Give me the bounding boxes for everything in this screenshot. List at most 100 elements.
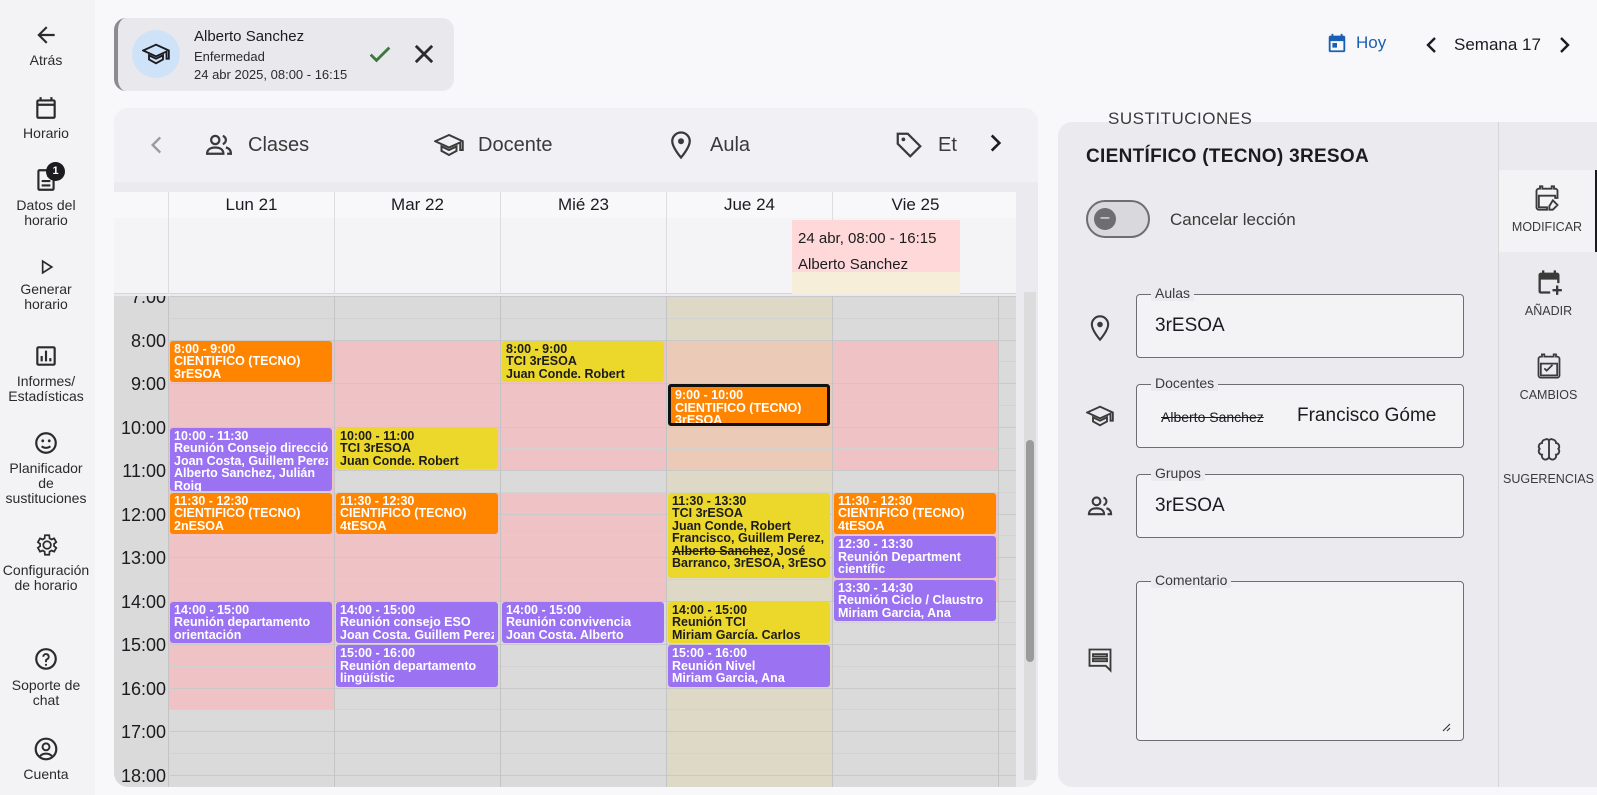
nav-planner[interactable]: Planificador de sustituciones — [0, 430, 92, 506]
nav-reports[interactable]: Informes/ Estadísticas — [0, 343, 92, 404]
event-line: 2nESOA — [174, 519, 225, 533]
rooms-field-label: Aulas — [1151, 285, 1195, 301]
event-line: Reunión Department — [838, 550, 961, 564]
comment-field[interactable]: Comentario — [1136, 572, 1464, 741]
absence-teacher-name: Alberto Sanchez — [194, 28, 305, 45]
chevron-left-icon[interactable] — [144, 132, 170, 158]
view-tabs: Clases Docente Aula Et — [114, 108, 1038, 182]
event-time: 10:00 - 11:30 — [174, 429, 249, 442]
nav-account-label: Cuenta — [23, 766, 69, 782]
event-line: Miriam García. Carlos — [672, 628, 801, 641]
calendar-event[interactable]: 10:00 - 11:30 Reunión Consejo dirección Jo… — [170, 427, 332, 491]
half-hour-line — [170, 448, 1016, 450]
cancel-lesson-toggle[interactable]: – — [1086, 200, 1150, 238]
nav-account[interactable]: Cuenta — [0, 736, 92, 782]
nav-schedule-data[interactable]: 1 Datos del horario — [0, 162, 92, 228]
calendar-scrollbar[interactable] — [1024, 292, 1036, 780]
calendar-event[interactable]: 14:00 - 15:00 Reunión TCI Miriam García. C… — [668, 601, 830, 643]
nav-support[interactable]: Soporte de chat — [0, 647, 92, 708]
tab-teacher[interactable]: Docente — [434, 130, 553, 160]
tab-add[interactable]: AÑADIR — [1499, 268, 1597, 318]
event-line: Reunión Consejo dirección — [174, 442, 328, 455]
tab-suggestions-label: SUGERENCIAS — [1503, 472, 1594, 486]
event-line: Joan Costa. Guillem Perez. — [340, 628, 494, 641]
allday-cell — [666, 218, 832, 294]
graduation-cap-icon — [142, 43, 170, 65]
allday-cell — [168, 218, 334, 294]
chevron-right-icon[interactable] — [1552, 33, 1576, 57]
event-line: CIENTIFICO (TECNO) — [174, 507, 301, 520]
graduation-cap-icon — [1086, 405, 1114, 427]
event-line: científic — [838, 563, 886, 576]
event-line: Barranco, 3rESOA, 3rESOA — [672, 557, 826, 570]
tab-modify-label: MODIFICAR — [1511, 220, 1583, 234]
event-line: Miriam Garcia, Ana — [838, 606, 951, 620]
calendar-event[interactable]: 15:00 - 16:00 Reunión departamento lingüís… — [336, 645, 498, 687]
check-icon[interactable] — [366, 40, 394, 68]
today-button[interactable]: Hoy — [1326, 32, 1386, 54]
calendar-event[interactable]: 12:30 - 13:30 Reunión Department científic — [834, 536, 996, 578]
teachers-field[interactable]: Docentes Alberto Sanchez Francisco Góme — [1136, 375, 1464, 448]
calendar-event[interactable]: 13:30 - 14:30 Reunión Ciclo / Claustro Mir… — [834, 579, 996, 622]
event-line: CIENTIFICO (TECNO) — [174, 355, 301, 368]
selected-lesson-event[interactable]: 9:00 - 10:00 CIENTIFICO (TECNO) 3rESOA — [668, 384, 830, 426]
hour-label: 8:00 — [130, 330, 166, 351]
half-hour-line — [170, 317, 1016, 319]
calendar-event[interactable]: 14:00 - 15:00 Reunión consejo ESO Joan Cos… — [336, 601, 498, 643]
event-time: 9:00 - 10:00 — [675, 389, 744, 402]
calendar-event[interactable]: 14:00 - 15:00 Reunión convivencia Joan Cos… — [502, 601, 664, 643]
notification-badge: 1 — [46, 162, 65, 181]
tab-changes[interactable]: CAMBIOS — [1499, 352, 1597, 402]
left-navigation: Atrás Horario 1 Datos del horario Genera… — [0, 0, 92, 795]
chevron-right-icon[interactable] — [982, 130, 1008, 156]
nav-config[interactable]: Configuración de horario — [0, 532, 92, 593]
hour-label: 17:00 — [120, 722, 166, 742]
calendar-event[interactable]: 10:00 - 11:00 TCI 3rESOA Juan Conde. Rober… — [336, 427, 498, 469]
calendar-event[interactable]: 15:00 - 16:00 Reunión Nivel Miriam Garcia,… — [668, 645, 830, 687]
tab-teacher-label: Docente — [478, 133, 553, 156]
tab-modify[interactable]: MODIFICAR — [1499, 170, 1597, 252]
calendar-event[interactable]: 8:00 - 9:00 TCI 3rESOA Juan Conde. Robert — [502, 340, 664, 382]
calendar-event[interactable]: 14:00 - 15:00 Reunión departamento orienta… — [170, 601, 332, 643]
close-icon[interactable] — [410, 40, 438, 68]
hour-label: 14:00 — [120, 591, 166, 612]
help-icon — [35, 648, 57, 670]
face-icon — [35, 432, 57, 454]
tab-room[interactable]: Aula — [666, 130, 750, 160]
groups-field[interactable]: Grupos 3rESOA — [1136, 465, 1464, 538]
tab-tags[interactable]: Et — [894, 130, 982, 160]
side-tabs: MODIFICAR AÑADIR CAMBIOS SUGERENCIAS — [1498, 122, 1597, 787]
column-divider — [168, 296, 169, 787]
scrollbar-thumb[interactable] — [1026, 440, 1034, 662]
calendar-event[interactable]: 11:30 - 13:30 TCI 3rESOA Juan Conde, Rober… — [668, 492, 830, 578]
event-line: 3rESOA — [174, 367, 222, 380]
nav-back[interactable]: Atrás — [0, 22, 92, 68]
absence-allday-event[interactable]: 24 abr, 08:00 - 16:15 Alberto Sanchez — [792, 220, 960, 273]
event-line: orientación — [174, 628, 242, 641]
event-line: Joan Costa, Guillem Perez, — [174, 454, 328, 467]
nav-schedule[interactable]: Horario — [0, 95, 92, 141]
nav-generate[interactable]: Generar horario — [0, 257, 92, 312]
calendar-event[interactable]: 11:30 - 12:30 CIENTIFICO (TECNO) 4tESOA — [336, 492, 498, 535]
rooms-field[interactable]: Aulas 3rESOA — [1136, 285, 1464, 358]
calendar-event[interactable]: 11:30 - 12:30 CIENTIFICO (TECNO) 2nESOA — [170, 492, 332, 535]
tab-classes[interactable]: Clases — [204, 130, 309, 160]
chart-icon — [36, 346, 56, 366]
column-divider — [998, 296, 999, 787]
column-divider — [666, 296, 667, 787]
calendar-event[interactable]: 8:00 - 9:00 CIENTIFICO (TECNO) 3rESOA — [170, 340, 332, 382]
day-header: Mié 23 — [500, 192, 666, 218]
substitutions-title: SUSTITUCIONES — [1108, 109, 1253, 128]
chevron-left-icon[interactable] — [1420, 33, 1444, 57]
hour-line — [170, 426, 1016, 428]
brain-icon — [1537, 438, 1560, 461]
event-time: 12:30 - 13:30 — [838, 538, 914, 551]
tab-suggestions[interactable]: SUGERENCIAS — [1499, 436, 1597, 486]
half-hour-line — [170, 491, 1016, 493]
nav-config-label: Configuración de horario — [2, 562, 90, 593]
resize-handle-icon[interactable] — [1439, 720, 1451, 732]
absence-reason: Enfermedad — [194, 49, 265, 64]
calendar-event[interactable]: 11:30 - 12:30 CIENTIFICO (TECNO) 4tESOA — [834, 492, 996, 535]
graduation-cap-icon — [434, 133, 464, 157]
event-line: TCI 3rESOA — [672, 507, 743, 520]
